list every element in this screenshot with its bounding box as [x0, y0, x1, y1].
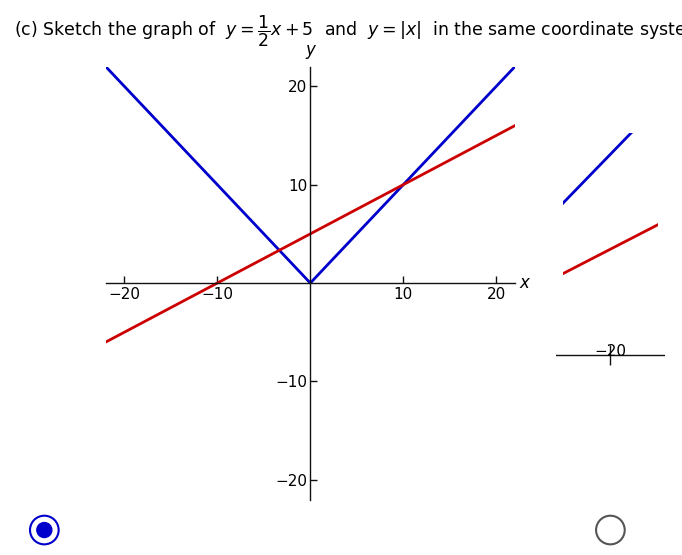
Circle shape	[37, 522, 52, 538]
Text: y: y	[306, 41, 315, 59]
Text: (c) Sketch the graph of  $y = \dfrac{1}{2}x + 5$  and  $y = |x|$  in the same co: (c) Sketch the graph of $y = \dfrac{1}{2…	[14, 14, 682, 49]
Text: −20: −20	[595, 344, 626, 359]
Text: x: x	[520, 274, 529, 292]
